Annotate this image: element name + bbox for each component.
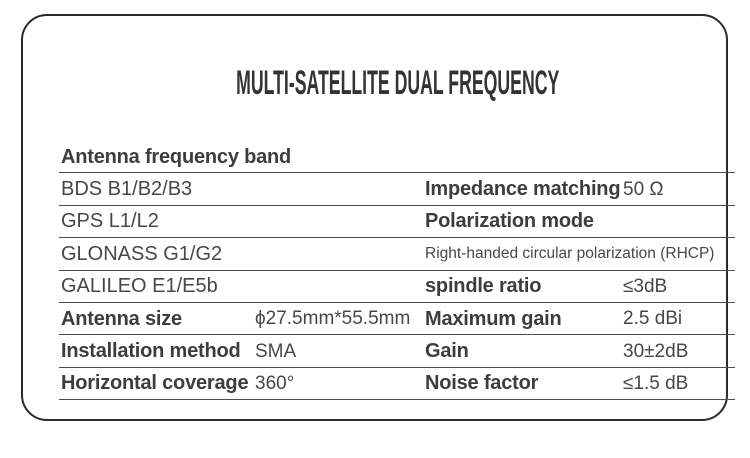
spec-value: 360° xyxy=(255,372,295,394)
spec-value: 2.5 dBi xyxy=(623,308,683,330)
spec-label: Antenna size xyxy=(61,307,182,330)
spec-label: Maximum gain xyxy=(425,307,562,330)
spec-value: SMA xyxy=(255,340,297,362)
spec-label: GLONASS G1/G2 xyxy=(61,242,223,265)
spec-label: Gain xyxy=(425,340,469,363)
spec-card: MULTI-SATELLITE DUAL FREQUENCY Antenna f… xyxy=(21,14,735,421)
spec-label: Polarization mode xyxy=(425,210,594,233)
spec-table: Antenna frequency band BDS B1/B2/B3 Impe… xyxy=(59,141,735,401)
table-row-glonass-rhcp: GLONASS G1/G2 Right-handed circular pola… xyxy=(59,238,735,271)
table-row-installation-gain: Installation method SMA Gain 30±2dB xyxy=(59,335,735,368)
spec-label: Installation method xyxy=(61,340,241,363)
table-row-antenna-frequency-band: Antenna frequency band xyxy=(59,141,735,174)
spec-value: Right-handed circular polarization (RHCP… xyxy=(425,245,715,263)
spec-value: 50 Ω xyxy=(623,178,664,200)
spec-label: GALILEO E1/E5b xyxy=(61,275,218,298)
spec-label: GPS L1/L2 xyxy=(61,210,159,233)
page-title-text: MULTI-SATELLITE DUAL FREQUENCY xyxy=(236,64,560,102)
spec-label: Antenna frequency band xyxy=(61,145,292,168)
table-row-size-maxgain: Antenna size ϕ27.5mm*55.5mm Maximum gain… xyxy=(59,303,735,336)
table-row-bds-impedance: BDS B1/B2/B3 Impedance matching 50 Ω xyxy=(59,173,735,206)
spec-label: Noise factor xyxy=(425,372,539,395)
spec-value: ϕ27.5mm*55.5mm xyxy=(255,308,411,330)
spec-label: spindle ratio xyxy=(425,275,542,298)
table-row-gps-polarization: GPS L1/L2 Polarization mode xyxy=(59,206,735,239)
spec-label: Impedance matching xyxy=(425,178,621,201)
spec-label: BDS B1/B2/B3 xyxy=(61,178,193,201)
spec-label: Horizontal coverage xyxy=(61,372,249,395)
spec-value: ≤1.5 dB xyxy=(623,372,689,394)
spec-value: ≤3dB xyxy=(623,275,668,297)
table-row-galileo-spindle: GALILEO E1/E5b spindle ratio ≤3dB xyxy=(59,271,735,303)
spec-value: 30±2dB xyxy=(623,340,689,362)
page-title: MULTI-SATELLITE DUAL FREQUENCY xyxy=(23,66,750,100)
table-row-coverage-noise: Horizontal coverage 360° Noise factor ≤1… xyxy=(59,368,735,401)
